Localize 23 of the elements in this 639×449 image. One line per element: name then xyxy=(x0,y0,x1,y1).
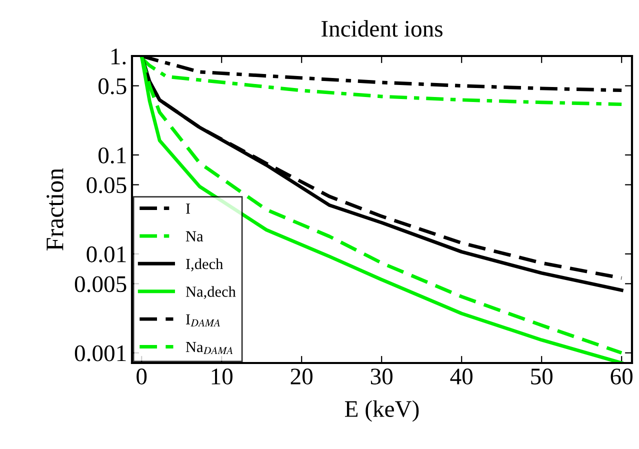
x-tick-label: 60 xyxy=(610,368,633,384)
y-tick-label: 0.5 xyxy=(98,78,126,94)
legend-label: I,dech xyxy=(186,258,224,272)
legend-label: Na$_{DAMA}$ xyxy=(186,342,233,354)
chart-title: Incident ions xyxy=(322,20,442,37)
y-axis-title: Fraction xyxy=(46,168,64,250)
x-tick-label: 40 xyxy=(450,368,473,384)
y-tick-label: 0.001 xyxy=(74,345,126,362)
legend-label: I xyxy=(186,204,190,214)
x-tick-label: 0 xyxy=(136,368,147,384)
x-axis-title: E (keV) xyxy=(344,400,419,422)
legend-label: Na xyxy=(186,231,204,242)
y-tick-label: 0.1 xyxy=(98,147,126,164)
y-tick-label: 0.005 xyxy=(74,276,126,292)
y-tick-label: 1. xyxy=(112,48,126,65)
legend-label: I$_{DAMA}$ xyxy=(186,314,220,326)
x-tick-label: 10 xyxy=(212,368,233,384)
x-tick-label: 20 xyxy=(290,368,313,384)
y-tick-label: 0.01 xyxy=(86,246,126,262)
y-tick-label: 0.05 xyxy=(86,177,126,194)
x-tick-label: 30 xyxy=(370,368,393,384)
x-tick-label: 50 xyxy=(531,368,553,384)
legend-label: Na,dech xyxy=(186,286,236,300)
